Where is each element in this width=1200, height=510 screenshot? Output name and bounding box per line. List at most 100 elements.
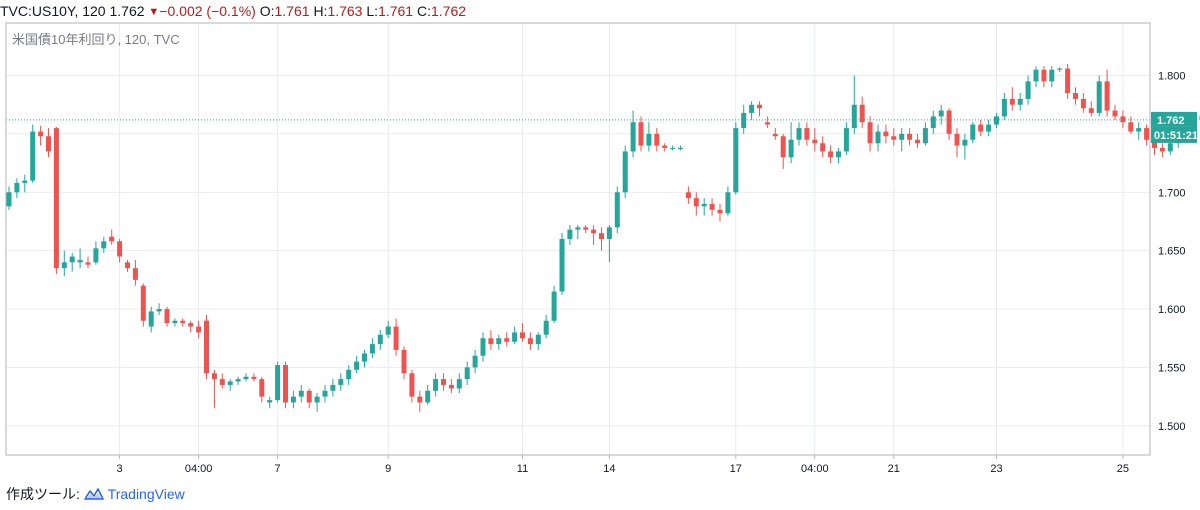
candle[interactable] xyxy=(606,224,612,263)
candle[interactable] xyxy=(456,373,462,394)
candle[interactable] xyxy=(417,390,423,412)
candle[interactable] xyxy=(559,233,565,296)
candle[interactable] xyxy=(219,373,225,389)
candle[interactable] xyxy=(678,145,683,151)
candle[interactable] xyxy=(385,320,391,339)
candle[interactable] xyxy=(1049,66,1055,88)
candles[interactable] xyxy=(6,63,1200,412)
candle[interactable] xyxy=(1041,66,1047,88)
candle[interactable] xyxy=(915,133,920,148)
candle[interactable] xyxy=(757,101,762,117)
candle[interactable] xyxy=(22,174,28,193)
candle[interactable] xyxy=(859,96,865,129)
candle[interactable] xyxy=(907,128,913,146)
candle[interactable] xyxy=(53,126,59,275)
candle[interactable] xyxy=(662,143,668,152)
candle[interactable] xyxy=(172,318,178,327)
candle[interactable] xyxy=(1025,75,1031,105)
candle[interactable] xyxy=(788,122,794,164)
candle[interactable] xyxy=(512,326,518,345)
candle[interactable] xyxy=(235,376,241,385)
candle[interactable] xyxy=(306,388,312,409)
candle[interactable] xyxy=(836,147,841,164)
candle[interactable] xyxy=(962,133,968,160)
candle[interactable] xyxy=(433,373,439,397)
candle[interactable] xyxy=(843,122,849,155)
candle[interactable] xyxy=(93,241,99,265)
candle[interactable] xyxy=(622,145,628,199)
candle[interactable] xyxy=(567,224,573,245)
candle[interactable] xyxy=(69,253,75,272)
candle[interactable] xyxy=(796,122,802,146)
candle[interactable] xyxy=(243,373,249,382)
chart-area[interactable]: 米国債10年利回り, 120, TVC 1.500 1.550 1.600 1.650… xyxy=(0,22,1200,480)
candle[interactable] xyxy=(85,256,91,269)
candle[interactable] xyxy=(764,116,770,129)
candle[interactable] xyxy=(828,145,834,164)
candle[interactable] xyxy=(986,119,992,137)
candle[interactable] xyxy=(930,110,936,134)
candle[interactable] xyxy=(204,314,209,380)
candle[interactable] xyxy=(693,192,699,216)
candle[interactable] xyxy=(1104,69,1110,117)
candle[interactable] xyxy=(290,390,296,409)
candle[interactable] xyxy=(496,334,502,350)
candle[interactable] xyxy=(30,124,36,183)
candle[interactable] xyxy=(654,128,660,152)
candle[interactable] xyxy=(180,318,186,327)
candle[interactable] xyxy=(520,323,525,342)
candle[interactable] xyxy=(338,373,344,391)
candle[interactable] xyxy=(109,229,115,245)
candle[interactable] xyxy=(670,145,676,151)
candle[interactable] xyxy=(772,128,778,140)
candle[interactable] xyxy=(883,124,889,144)
symbol-label[interactable]: TVC:US10Y, 120 xyxy=(0,3,106,19)
candle[interactable] xyxy=(851,75,857,134)
candle[interactable] xyxy=(148,306,154,333)
candle[interactable] xyxy=(891,128,897,146)
candle[interactable] xyxy=(970,122,976,144)
candle[interactable] xyxy=(188,320,194,333)
candle[interactable] xyxy=(354,355,360,374)
candle[interactable] xyxy=(140,283,146,327)
candle[interactable] xyxy=(922,122,928,146)
candle[interactable] xyxy=(441,373,446,391)
candle[interactable] xyxy=(409,369,415,403)
candle[interactable] xyxy=(867,116,873,152)
candle[interactable] xyxy=(875,124,881,152)
candle[interactable] xyxy=(551,285,557,324)
candle[interactable] xyxy=(38,125,44,146)
candle[interactable] xyxy=(464,361,470,385)
candle[interactable] xyxy=(267,396,273,409)
candle[interactable] xyxy=(1088,101,1094,117)
candle[interactable] xyxy=(362,349,367,368)
candle[interactable] xyxy=(1112,104,1118,120)
candle[interactable] xyxy=(227,379,233,391)
candle[interactable] xyxy=(646,122,652,152)
candle[interactable] xyxy=(575,224,581,239)
candle[interactable] xyxy=(938,104,944,125)
candle[interactable] xyxy=(701,198,707,216)
candle[interactable] xyxy=(283,361,288,409)
candle[interactable] xyxy=(488,330,494,350)
candle[interactable] xyxy=(1017,93,1023,111)
candle[interactable] xyxy=(899,128,905,152)
candle[interactable] xyxy=(527,332,533,350)
candle[interactable] xyxy=(448,379,454,394)
candle[interactable] xyxy=(535,332,541,350)
candle[interactable] xyxy=(259,376,265,403)
candle[interactable] xyxy=(591,224,597,245)
candle[interactable] xyxy=(369,338,375,359)
candle[interactable] xyxy=(298,384,304,403)
candle[interactable] xyxy=(330,379,336,397)
candle[interactable] xyxy=(1009,87,1015,111)
candle[interactable] xyxy=(820,136,826,158)
candle[interactable] xyxy=(1144,124,1150,146)
candle[interactable] xyxy=(1136,122,1142,140)
candle[interactable] xyxy=(599,227,604,251)
candle[interactable] xyxy=(1057,67,1063,73)
time-axis[interactable]: 3 04:00 7 9 11 14 17 04:00 21 23 25 xyxy=(117,455,1129,475)
candle[interactable] xyxy=(164,306,170,327)
candle[interactable] xyxy=(196,320,202,339)
candle[interactable] xyxy=(741,104,747,134)
